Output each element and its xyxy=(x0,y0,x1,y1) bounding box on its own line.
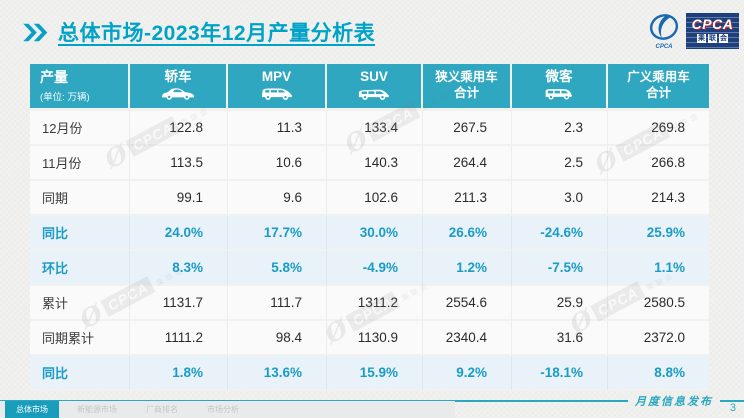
table-row-december: 12月份 122.8 11.3 133.4 267.5 2.3 269.8 xyxy=(30,111,709,146)
table-row-same-period: 同期 99.1 9.6 102.6 211.3 3.0 214.3 xyxy=(30,181,709,216)
col-header-suv: SUV xyxy=(327,64,423,111)
col-header-microvan: 微客 xyxy=(512,64,608,111)
footer-tab-bar: 总体市场 新能源市场 厂商排名 市场分析 xyxy=(0,401,455,418)
tab-oem-ranking[interactable]: 厂商排名 xyxy=(146,405,178,414)
production-table: 产量 (单位: 万辆) 轿车 MPV xyxy=(30,64,709,391)
unit-label: 产量 xyxy=(40,69,68,85)
col-header-mpv: MPV xyxy=(228,64,327,111)
divider-line xyxy=(720,400,744,402)
microvan-icon xyxy=(545,89,572,100)
title-row: 总体市场-2023年12月产量分析表 xyxy=(22,17,375,47)
table-row-november: 11月份 113.5 10.6 140.3 264.4 2.5 266.8 xyxy=(30,146,709,181)
cpca-logo-text: CPCA xyxy=(691,16,734,32)
logo-char: 乘 xyxy=(697,34,706,43)
sedan-icon xyxy=(161,88,195,100)
tab-nev-market[interactable]: 新能源市场 xyxy=(77,405,117,414)
table-row-prior-cumulative: 同期累计 1111.2 98.4 1130.9 2340.4 31.6 2372… xyxy=(30,321,709,356)
table-row-cumulative: 累计 1131.7 111.7 1311.2 2554.6 25.9 2580.… xyxy=(30,286,709,321)
cpca-logo: CPCA CPCA 乘 联 会 xyxy=(644,11,739,51)
col-header-broad-pv: 广义乘用车 合计 xyxy=(608,64,709,111)
cpca-emblem-icon: CPCA xyxy=(649,14,679,50)
tab-market-analysis[interactable]: 市场分析 xyxy=(207,405,239,414)
cpca-logo-subtitle: 乘 联 会 xyxy=(686,34,739,43)
table-header-row: 产量 (单位: 万辆) 轿车 MPV xyxy=(30,64,709,111)
emblem-caption: CPCA xyxy=(655,44,672,50)
unit-note: (单位: 万辆) xyxy=(40,92,90,103)
col-header-unit: 产量 (单位: 万辆) xyxy=(30,64,130,111)
release-label: 月度信息发布 xyxy=(635,395,713,408)
mpv-icon xyxy=(261,88,292,101)
page-number: 3 xyxy=(729,402,736,414)
logo-char: 联 xyxy=(708,34,717,43)
col-header-narrow-pv: 狭义乘用车 合计 xyxy=(423,64,512,111)
logo-char: 会 xyxy=(719,34,728,43)
page-title: 总体市场-2023年12月产量分析表 xyxy=(58,22,376,45)
table-row-yoy: 同比 24.0% 17.7% 30.0% 26.6% -24.6% 25.9% xyxy=(30,216,709,251)
suv-icon xyxy=(358,89,389,101)
table-row-cumulative-yoy: 同比 1.8% 13.6% 15.9% 9.2% -18.1% 8.8% xyxy=(30,356,709,391)
col-header-sedan: 轿车 xyxy=(130,64,228,111)
tab-overall-market[interactable]: 总体市场 xyxy=(5,401,59,418)
table-row-mom: 环比 8.3% 5.8% -4.9% 1.2% -7.5% 1.1% xyxy=(30,251,709,286)
cpca-logo-box: CPCA 乘 联 会 xyxy=(686,13,739,49)
double-chevron-icon xyxy=(23,23,48,41)
